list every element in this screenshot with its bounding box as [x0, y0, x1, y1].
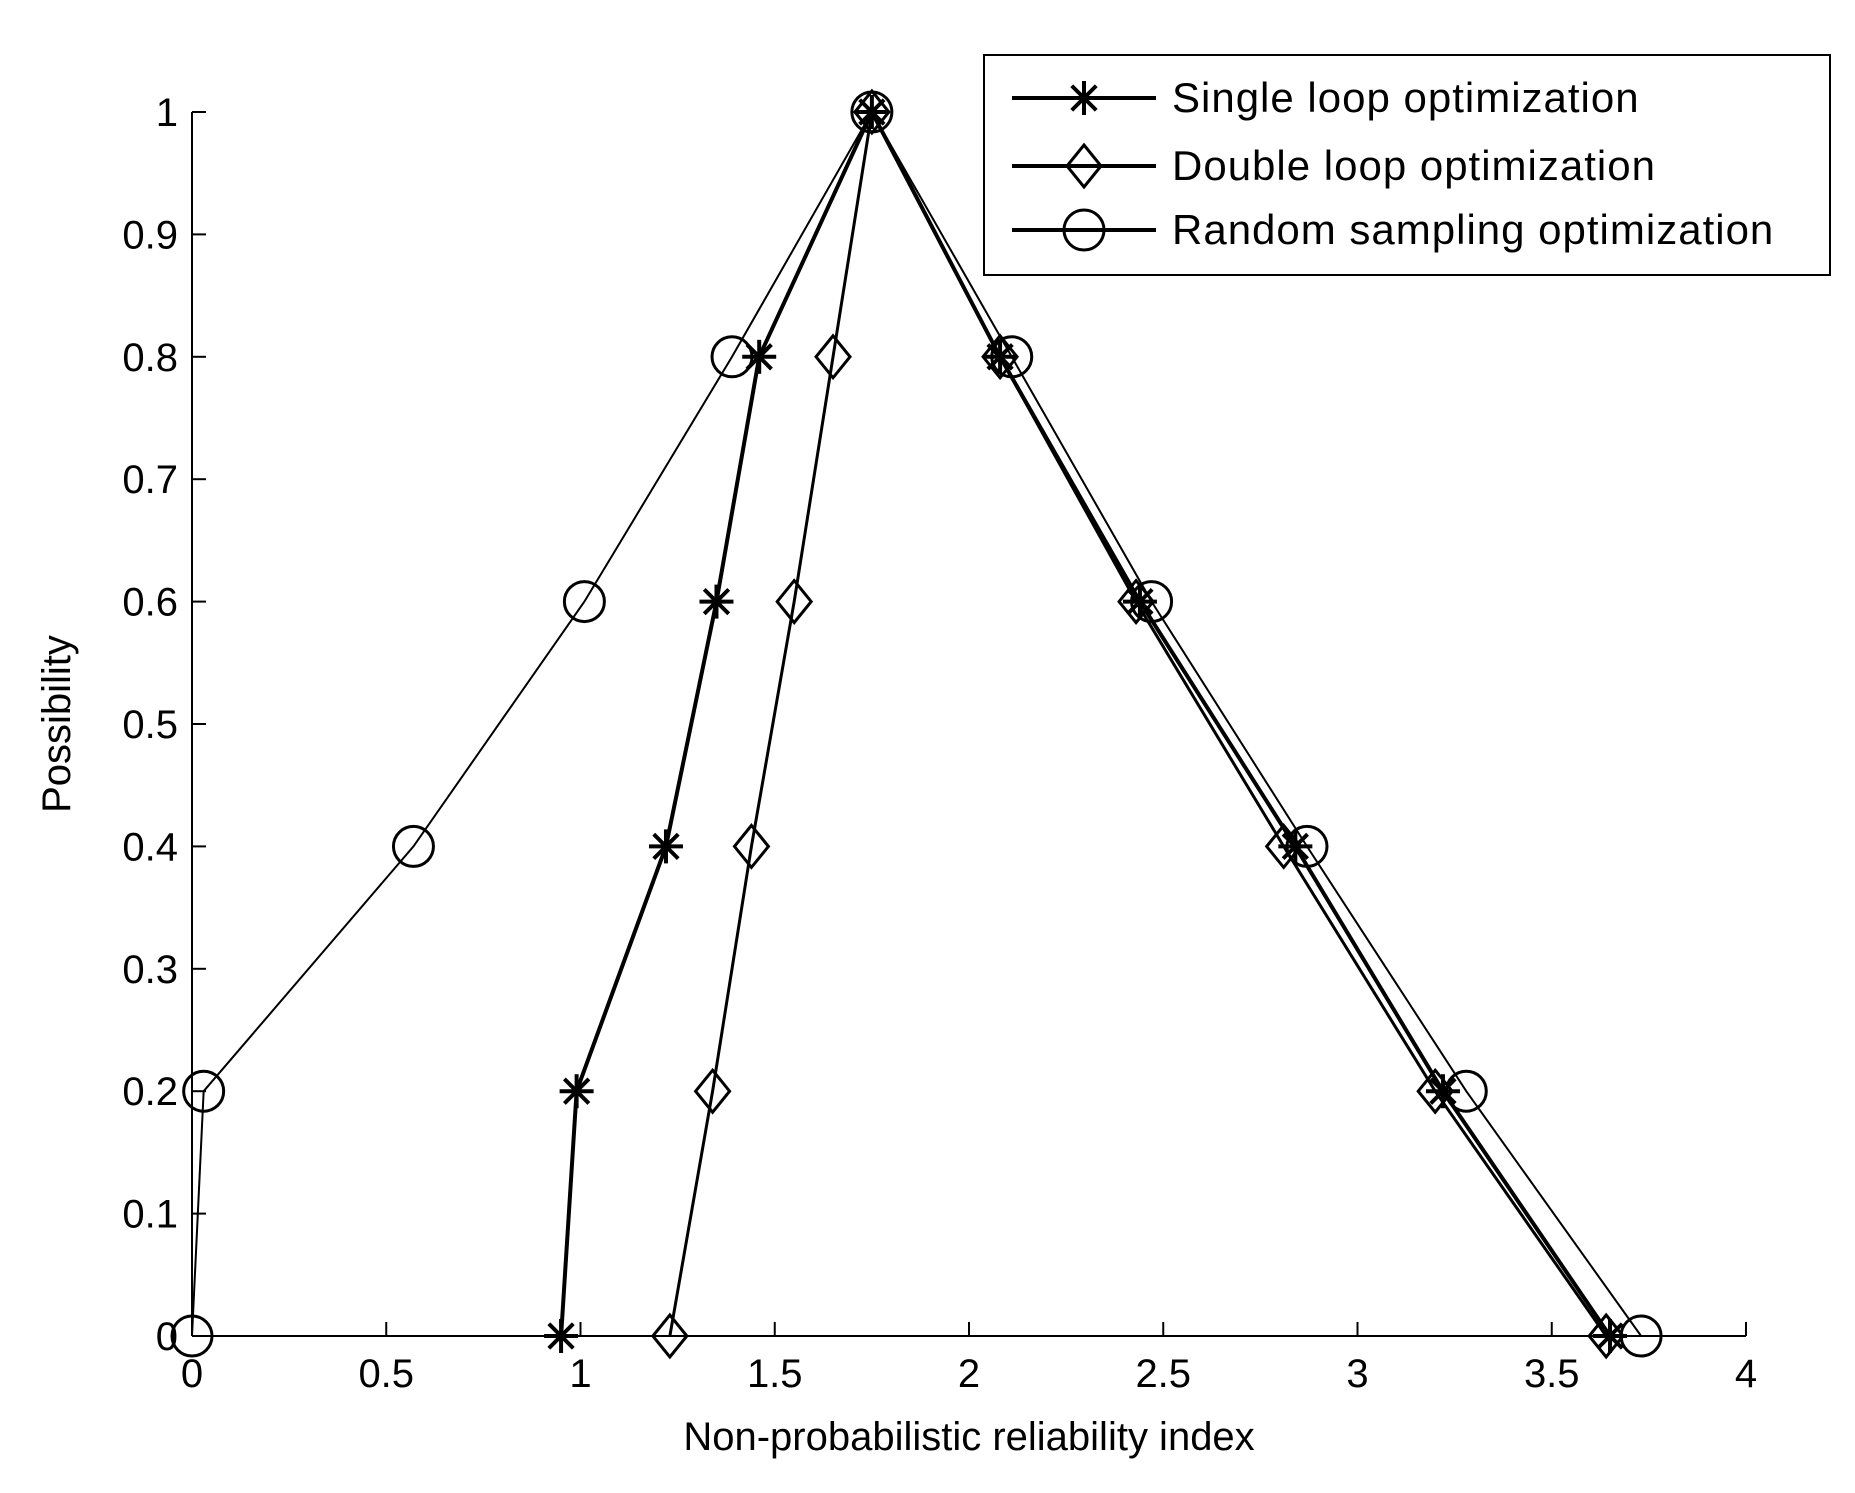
- diamond-marker: [1587, 1312, 1626, 1360]
- asterisk-stroke: [652, 832, 680, 861]
- legend-item: Random sampling optimization: [1012, 206, 1774, 253]
- y-tick-label: 0.7: [122, 458, 178, 502]
- x-tick-label: 1.5: [747, 1352, 803, 1396]
- diamond-marker: [1065, 142, 1103, 190]
- circle-marker: [850, 90, 894, 134]
- legend-label: Random sampling optimization: [1172, 206, 1774, 253]
- y-axis-label: Possibility: [35, 635, 79, 813]
- asterisk-stroke: [1429, 1077, 1457, 1105]
- legend-label: Double loop optimization: [1172, 142, 1656, 189]
- diamond-marker: [732, 823, 771, 870]
- y-tick-label: 0.1: [122, 1193, 178, 1237]
- x-tick-label: 3: [1346, 1352, 1368, 1396]
- circle-marker: [1285, 824, 1329, 868]
- x-tick-label: 0.5: [358, 1352, 414, 1396]
- circle-marker: [990, 335, 1034, 379]
- asterisk-marker: [648, 829, 683, 864]
- axes: 0 0.5 1 1.5 2 2.5 3 3.5 4 0 0.1 0.2 0.3 0.4 0.5 0.6 0.7 0…: [122, 91, 1757, 1396]
- legend: Single loop optimization Double loop opti…: [983, 54, 1831, 276]
- series-line: [668, 107, 1608, 1337]
- legend-label: Single loop optimization: [1172, 74, 1640, 121]
- x-tick-label: 2.5: [1135, 1352, 1191, 1396]
- asterisk-marker: [544, 1319, 579, 1353]
- x-tick-label: 3.5: [1524, 1352, 1580, 1396]
- asterisk-stroke: [1070, 84, 1098, 112]
- asterisk-stroke: [702, 587, 731, 616]
- y-tick-label: 1: [156, 91, 178, 135]
- series-line: [191, 109, 1642, 1337]
- circle-marker: [1444, 1069, 1488, 1113]
- legend-item: Single loop optimization: [1012, 74, 1640, 121]
- circle-marker: [1062, 208, 1106, 252]
- y-tick-label: 0.5: [122, 703, 178, 747]
- circle-marker: [170, 1314, 214, 1358]
- y-tick-label: 0: [156, 1315, 178, 1359]
- y-tick-label: 0.3: [122, 948, 178, 992]
- diamond-marker: [814, 333, 852, 381]
- series-diamond: [650, 88, 1626, 1360]
- asterisk-marker: [559, 1074, 594, 1109]
- circle-marker: [562, 580, 606, 624]
- y-tick-label: 0.8: [122, 336, 178, 380]
- diamond-marker: [981, 333, 1020, 381]
- diamond-marker: [693, 1067, 732, 1115]
- series-layer: [170, 88, 1663, 1360]
- circle-marker: [182, 1069, 226, 1113]
- asterisk-marker: [1067, 81, 1101, 115]
- diamond-marker: [650, 1312, 689, 1360]
- asterisk-stroke: [562, 1077, 591, 1105]
- diamond-marker: [775, 578, 814, 625]
- x-tick-label: 2: [958, 1352, 980, 1396]
- x-tick-label: 0: [181, 1352, 203, 1396]
- x-tick-label: 1: [569, 1352, 591, 1396]
- series-asterisk: [544, 95, 1628, 1353]
- circle-marker: [710, 335, 754, 379]
- asterisk-stroke: [547, 1322, 575, 1350]
- y-tick-label: 0.2: [122, 1070, 178, 1114]
- y-tick-label: 0.9: [122, 213, 178, 257]
- diamond-marker: [1264, 823, 1303, 870]
- circle-marker: [1130, 580, 1174, 624]
- x-axis-label: Non-probabilistic reliability index: [683, 1415, 1254, 1459]
- legend-item: Double loop optimization: [1012, 142, 1656, 190]
- asterisk-marker: [699, 584, 734, 619]
- asterisk-marker: [1425, 1074, 1460, 1109]
- circle-marker: [391, 824, 435, 868]
- series-line: [559, 107, 1612, 1338]
- series-circle: [170, 90, 1663, 1358]
- y-tick-label: 0.4: [122, 825, 178, 869]
- y-tick-label: 0.6: [122, 581, 178, 625]
- circle-marker: [1619, 1314, 1663, 1358]
- x-tick-label: 4: [1735, 1352, 1757, 1396]
